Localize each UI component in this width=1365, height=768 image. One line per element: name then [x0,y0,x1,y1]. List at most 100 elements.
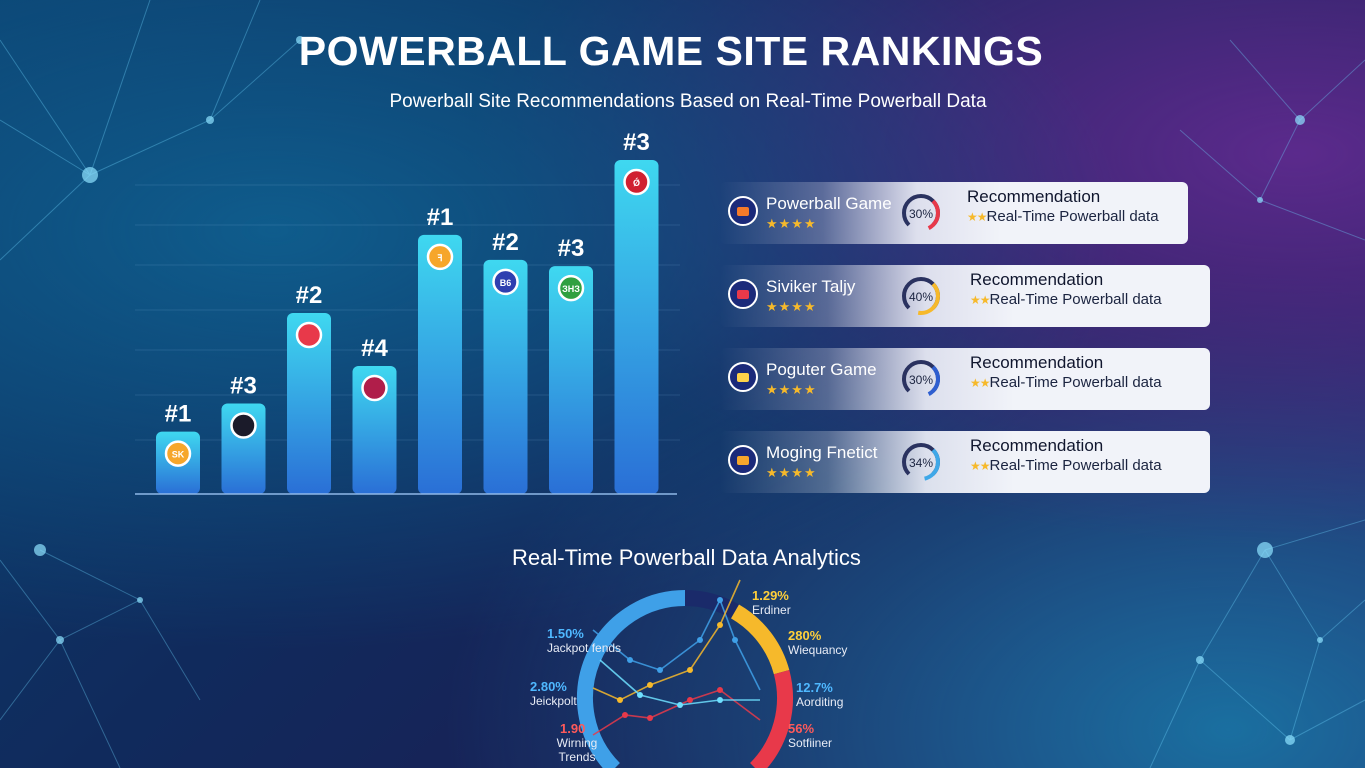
site-rating-stars: ★★★★ [766,216,817,231]
trend-point [717,697,723,703]
recommendation-stars: ★★ [970,459,990,473]
ranking-bar-chart: SK #1 #3 #2 #4 ꟻ #1 B6 #2 ЗНЗ #3 Ǿ #3 [135,129,680,495]
analytics-label-text: Jackpot fends [547,641,622,655]
bar-logo-2 [295,321,323,349]
analytics-label-text: Erdiner [752,603,791,617]
analytics-label-value: 1.50% [547,626,584,641]
trend-point [627,657,633,663]
trend-point [622,712,628,718]
analytics-label-text: Sotfiiner [788,736,833,750]
bar-logo-5 [492,268,519,296]
bar-logo-text-7: Ǿ [633,177,640,188]
analytics-label: 280% Wiequancy [788,628,847,657]
bar-logo-text-4: ꟻ [437,253,442,263]
analytics-label-text: Aorditing [796,695,844,709]
analytics-label-value: 2.80% [530,679,567,694]
bar-logo-4 [426,243,454,271]
analytics-label-value: 1.90 [560,721,586,736]
recommendation-detail: Real-Time Powerball data [989,374,1162,391]
bar-rank-label-2: #2 [296,282,323,309]
trend-point [647,682,653,688]
recommendation-detail: Real-Time Powerball data [989,291,1162,308]
trend-line-2 [592,689,761,736]
analytics-title: Real-Time Powerball Data Analytics [512,545,861,570]
trend-point [647,715,653,721]
trend-point [717,597,723,603]
bar-logo-text-6: ЗНЗ [562,284,580,294]
bar-4 [418,234,462,494]
site-name: Powerball Game [766,194,892,213]
site-logo-icon [728,279,758,309]
site-gauge [902,360,940,398]
bar-logo-text-0: SK [172,450,185,460]
ring-segment-dark [684,590,739,619]
site-rating-stars: ★★★★ [766,299,817,314]
recommendation-heading: Recommendation [970,436,1104,455]
page-title: POWERBALL GAME SITE RANKINGS [298,28,1044,74]
recommendation-detail: Real-Time Powerball data [986,208,1159,225]
trend-point [717,622,723,628]
site-gauge [902,443,940,481]
bar-rank-label-6: #3 [558,235,585,262]
site-logo-icon [728,445,758,475]
bar-5 [483,259,528,494]
analytics-label-text: Jeickpolt [530,694,577,708]
bar-3 [352,366,397,494]
bar-rank-label-1: #3 [230,372,257,399]
analytics-label: 1.90 Wirning Trends [557,721,602,764]
bar-logo-7 [623,168,650,196]
trend-point [687,667,693,673]
bar-rank-label-5: #2 [492,229,519,256]
trend-point [637,692,643,698]
trend-point [697,637,703,643]
recommendation-text: ★★Real-Time Powerball data [970,291,1162,308]
trend-point [717,687,723,693]
site-card[interactable]: Poguter Game ★★★★ 30% Recommendation ★★Real-… [720,348,1210,410]
site-gauge-value: 40% [908,290,934,304]
analytics-label-text: Wirning Trends [556,736,598,764]
trend-point [687,697,693,703]
trend-point [677,702,683,708]
analytics-label: 2.80% Jeickpolt [530,679,577,708]
analytics-label-value: 1.29% [752,588,789,603]
trend-point [732,637,738,643]
analytics-label: 1.29% Erdiner [752,588,791,617]
trend-point [657,667,663,673]
page-subtitle: Powerball Site Recommendations Based on … [389,91,987,112]
bar-rank-label-3: #4 [361,335,388,362]
recommendation-stars: ★★ [967,210,987,224]
site-gauge-value: 34% [908,456,934,470]
bar-7 [614,160,659,494]
site-card[interactable]: Moging Fnetict ★★★★ 34% Recommendation ★★Rea… [720,431,1210,493]
bar-6 [549,266,593,494]
ring-segment-yellow [730,604,790,675]
bar-2 [287,312,331,494]
bar-logo-0 [164,440,192,467]
site-name: Siviker Taljy [766,277,856,296]
recommendation-heading: Recommendation [970,270,1104,289]
recommendation-heading: Recommendation [967,187,1101,206]
analytics-label-value: 56% [788,721,815,736]
bar-rank-label-0: #1 [165,401,192,428]
site-card[interactable]: Siviker Taljy ★★★★ 40% Recommendation ★★Real… [720,265,1210,327]
site-name: Poguter Game [766,360,877,379]
bar-rank-label-4: #1 [427,204,454,231]
site-rating-stars: ★★★★ [766,465,817,480]
site-card[interactable]: Powerball Game ★★★★ 30% Recommendation ★★Rea… [720,182,1188,244]
analytics-label-value: 280% [788,628,822,643]
bar-logo-3 [361,374,388,402]
site-gauge-value: 30% [908,207,934,221]
analytics-label: 12.7% Aorditing [796,680,843,709]
ring-segment-red [749,670,793,768]
trend-point [617,697,623,703]
site-gauge [902,277,940,315]
recommendation-text: ★★Real-Time Powerball data [970,374,1162,391]
site-name: Moging Fnetict [766,443,878,462]
analytics-label: 1.50% Jackpot fends [547,626,621,655]
recommendation-stars: ★★ [970,376,990,390]
recommendation-detail: Real-Time Powerball data [989,457,1162,474]
site-logo-icon [728,196,758,226]
trend-line-1 [592,579,741,701]
